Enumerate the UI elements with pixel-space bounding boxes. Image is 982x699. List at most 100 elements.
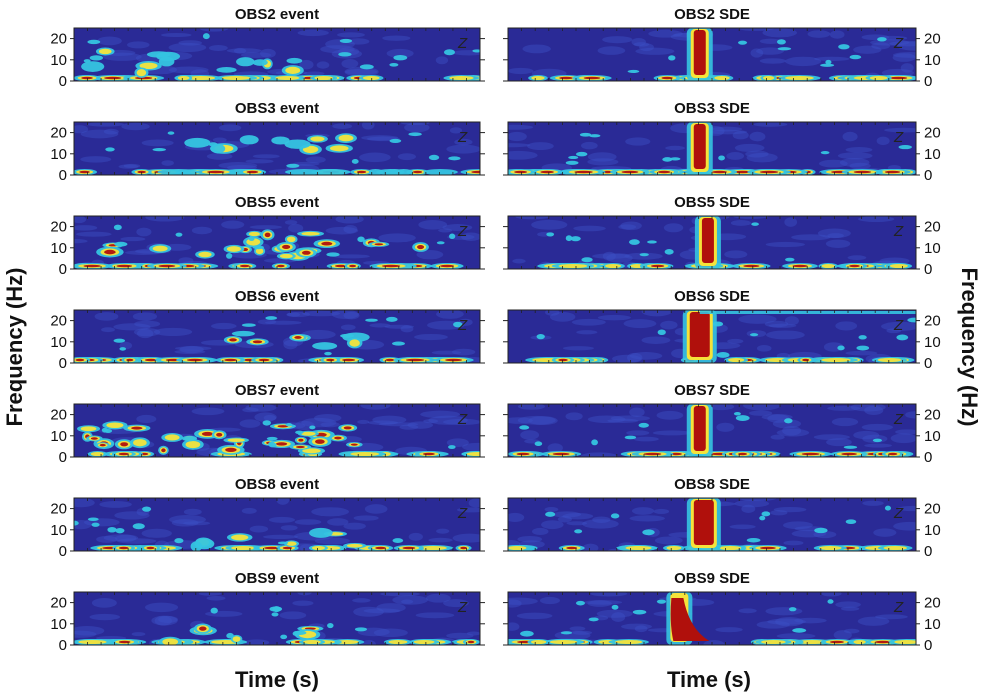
noise-texture — [233, 47, 247, 54]
noise-texture — [301, 417, 337, 428]
spectral-energy — [552, 452, 570, 456]
y-tick-label: 0 — [924, 73, 932, 90]
spectral-energy — [792, 264, 808, 268]
spectral-energy — [448, 445, 456, 450]
spectral-energy — [869, 75, 888, 81]
noise-texture — [738, 314, 777, 324]
noise-texture — [892, 53, 916, 62]
spectral-energy — [301, 431, 316, 436]
panel-title: OBS2 SDE — [674, 6, 750, 23]
noise-texture — [794, 617, 827, 624]
noise-texture — [279, 611, 307, 620]
spectral-energy — [579, 132, 592, 137]
panel-title: OBS3 event — [235, 100, 319, 117]
spectral-energy — [643, 452, 662, 456]
spectral-energy — [374, 243, 384, 246]
spectral-energy — [295, 445, 305, 449]
noise-texture — [123, 163, 141, 168]
noise-texture — [876, 136, 890, 146]
spectral-energy — [375, 546, 386, 550]
noise-texture — [602, 36, 633, 44]
spectral-energy — [845, 519, 857, 525]
spectral-energy — [417, 245, 425, 250]
spectral-energy — [239, 264, 250, 268]
noise-texture — [141, 139, 174, 147]
spectral-energy — [664, 249, 674, 255]
noise-texture — [297, 29, 329, 37]
spectral-energy — [719, 545, 742, 551]
noise-texture — [431, 350, 462, 355]
spectral-energy — [312, 342, 338, 350]
spectral-energy — [436, 241, 445, 245]
spectral-energy — [226, 632, 234, 639]
noise-texture — [302, 310, 341, 317]
noise-texture — [587, 600, 612, 607]
noise-texture — [226, 48, 262, 54]
spectrogram-background — [74, 122, 480, 175]
noise-texture — [746, 152, 778, 163]
spectral-energy — [784, 418, 793, 424]
panel-title: OBS5 SDE — [674, 194, 750, 211]
spectral-energy — [201, 431, 214, 436]
spectral-energy — [280, 634, 288, 640]
spectrogram-image — [74, 498, 480, 551]
y-tick-label: 10 — [50, 616, 67, 633]
spectral-energy — [308, 527, 333, 538]
sde-stripe — [666, 592, 710, 645]
spectral-energy — [560, 631, 573, 635]
noise-texture — [629, 407, 645, 418]
noise-texture — [382, 35, 411, 41]
noise-texture — [773, 506, 807, 513]
spectral-energy — [321, 241, 333, 246]
noise-texture — [206, 595, 226, 601]
spectral-energy — [894, 639, 916, 645]
spectral-energy — [199, 626, 207, 631]
noise-texture — [314, 537, 351, 545]
noise-texture — [592, 253, 630, 259]
noise-texture — [284, 220, 298, 225]
noise-texture — [829, 30, 845, 39]
y-tick-label: 10 — [924, 428, 941, 445]
spectral-energy — [87, 517, 99, 522]
noise-texture — [136, 328, 154, 339]
spectral-energy — [849, 54, 862, 60]
noise-texture — [74, 216, 87, 224]
noise-texture — [531, 219, 568, 230]
spectral-energy — [282, 244, 291, 250]
spectral-energy — [628, 239, 640, 245]
spectral-energy — [784, 75, 814, 81]
spectral-energy — [329, 145, 349, 152]
noise-texture — [549, 311, 576, 322]
noise-texture — [881, 321, 916, 331]
spectral-energy — [627, 69, 640, 74]
spectral-energy — [354, 627, 367, 632]
noise-texture — [654, 536, 683, 545]
noise-texture — [86, 122, 124, 127]
noise-texture — [438, 228, 453, 233]
spectrogram-background — [508, 592, 916, 645]
spectral-energy — [113, 338, 126, 343]
spectral-energy — [565, 235, 573, 242]
panel-title: OBS8 SDE — [674, 476, 750, 493]
spectral-energy — [255, 248, 264, 255]
spectral-energy — [284, 139, 311, 149]
panel-title: OBS2 event — [235, 6, 319, 23]
y-tick-label: 20 — [50, 125, 67, 142]
spectral-energy — [120, 442, 129, 447]
spectral-energy — [272, 606, 281, 613]
spectral-energy — [119, 347, 127, 351]
noise-texture — [154, 615, 172, 626]
spectral-energy — [402, 546, 416, 550]
spectral-energy — [342, 358, 356, 362]
noise-texture — [292, 600, 314, 606]
y-tick-label: 0 — [59, 167, 67, 184]
noise-texture — [413, 333, 448, 341]
spectral-energy — [132, 523, 145, 530]
noise-texture — [580, 141, 598, 150]
noise-texture — [297, 592, 312, 596]
noise-texture — [775, 617, 804, 627]
spectral-energy — [405, 358, 425, 362]
noise-texture — [573, 225, 606, 232]
spectral-energy — [99, 443, 106, 447]
noise-texture — [353, 606, 384, 617]
